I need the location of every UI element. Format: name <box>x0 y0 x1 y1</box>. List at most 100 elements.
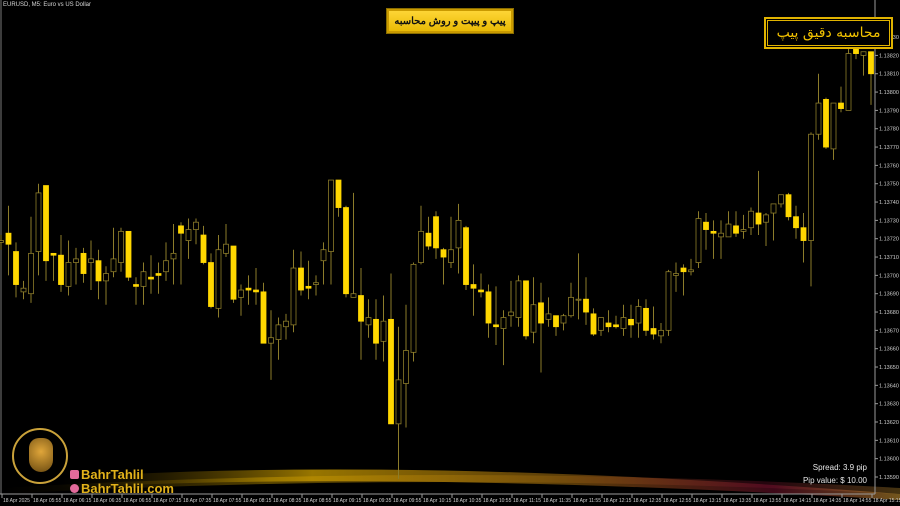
bull-candle <box>185 218 192 259</box>
bull-candle <box>448 216 454 269</box>
candle-body <box>808 133 814 241</box>
time-tick-label: 18 Apr 11:55 <box>573 498 601 504</box>
time-tick-label: 18 Apr 14:55 <box>843 498 872 504</box>
candle-body <box>283 320 289 328</box>
candle-body <box>298 267 304 291</box>
bear-candle <box>838 86 844 113</box>
candle-body <box>395 379 402 425</box>
candle-body <box>673 273 679 276</box>
price-tick-label: 1.13690 <box>879 292 899 298</box>
bear-candle <box>260 282 267 344</box>
bear-candle <box>335 179 342 217</box>
candle-body <box>665 271 672 331</box>
bear-candle <box>463 225 469 291</box>
candle-body <box>508 311 514 317</box>
bear-candle <box>373 299 379 360</box>
bull-candle <box>830 102 837 160</box>
time-tick-label: 18 Apr 06:15 <box>63 498 92 504</box>
candle-body <box>628 318 634 326</box>
bull-candle <box>860 51 867 76</box>
candle-body <box>605 322 612 328</box>
price-tick-label: 1.13630 <box>879 402 899 408</box>
time-tick-label: 18 Apr 09:35 <box>363 498 392 504</box>
pip-pipette-calculation-button[interactable]: پیپ و پیپت و روش محاسبه <box>386 8 514 34</box>
candle-body <box>500 317 507 329</box>
candle-body <box>43 185 49 262</box>
bear-candle <box>523 280 529 340</box>
bull-candle <box>575 253 582 320</box>
candle-body <box>365 317 372 326</box>
price-tick-label: 1.13670 <box>879 328 899 334</box>
time-tick-label: 18 Apr 11:35 <box>543 498 571 504</box>
bear-candle <box>628 304 634 338</box>
candle-body <box>575 298 582 301</box>
candle-body <box>410 263 417 353</box>
bear-candle <box>440 247 447 285</box>
bull-candle <box>118 227 124 272</box>
symbol-title: EURUSD, M5: Euro vs US Dollar <box>3 2 92 8</box>
bear-candle <box>823 97 829 149</box>
bull-candle <box>658 323 664 344</box>
candle-body <box>778 194 784 205</box>
bear-candle <box>343 205 349 298</box>
time-tick-label: 18 Apr 14:15 <box>783 498 812 504</box>
candle-body <box>598 317 604 331</box>
bear-candle <box>155 262 162 294</box>
candle-body <box>478 289 484 293</box>
bull-candle <box>223 224 229 258</box>
candle-body <box>140 271 147 287</box>
bear-candle <box>583 277 589 325</box>
bear-candle <box>178 222 184 285</box>
candle-body <box>643 307 649 331</box>
bear-candle <box>643 299 649 336</box>
candle-body <box>748 210 754 229</box>
bear-candle <box>388 273 394 425</box>
bear-candle <box>868 51 874 105</box>
bear-candle <box>538 282 544 373</box>
candle-body <box>358 295 364 322</box>
candle-body <box>650 328 657 335</box>
candle-body <box>95 260 102 282</box>
bull-candle <box>620 304 627 336</box>
candle-body <box>755 212 762 225</box>
logo-portrait-icon <box>29 438 53 472</box>
bear-candle <box>230 245 237 303</box>
time-tick-label: 18 Apr 09:55 <box>393 498 422 504</box>
globe-icon <box>70 484 79 493</box>
candle-body <box>200 234 207 263</box>
price-tick-label: 1.13660 <box>879 347 899 353</box>
candle-body <box>275 324 282 340</box>
candle-body <box>118 230 124 263</box>
bear-candle <box>650 306 657 340</box>
candle-body <box>688 269 694 273</box>
time-tick-label: 18 Apr 13:55 <box>753 498 782 504</box>
time-tick-label: 18 Apr 05:55 <box>33 498 62 504</box>
bull-candle <box>770 203 777 241</box>
candle-body <box>88 258 94 263</box>
bull-candle <box>65 240 72 296</box>
candle-body <box>493 324 499 328</box>
bull-candle <box>748 207 754 236</box>
bull-candle <box>163 242 169 281</box>
bull-candle <box>515 275 522 327</box>
candle-body <box>583 298 589 313</box>
candle-body <box>860 51 867 56</box>
candle-body <box>530 304 537 333</box>
bull-candle <box>313 275 319 296</box>
time-tick-label: 18 Apr 06:55 <box>123 498 152 504</box>
candle-body <box>448 249 454 263</box>
price-tick-label: 1.13780 <box>879 127 899 133</box>
candle-body <box>238 289 244 298</box>
candle-body <box>223 243 229 254</box>
bear-candle <box>358 268 364 360</box>
price-tick-label: 1.13710 <box>879 255 899 261</box>
bull-candle <box>215 235 222 318</box>
candle-body <box>185 229 192 241</box>
price-tick-label: 1.13770 <box>879 145 899 151</box>
bull-candle <box>103 266 109 305</box>
bull-candle <box>290 249 297 333</box>
candle-body <box>50 252 57 256</box>
candle-body <box>763 214 769 223</box>
candle-body <box>613 324 619 328</box>
